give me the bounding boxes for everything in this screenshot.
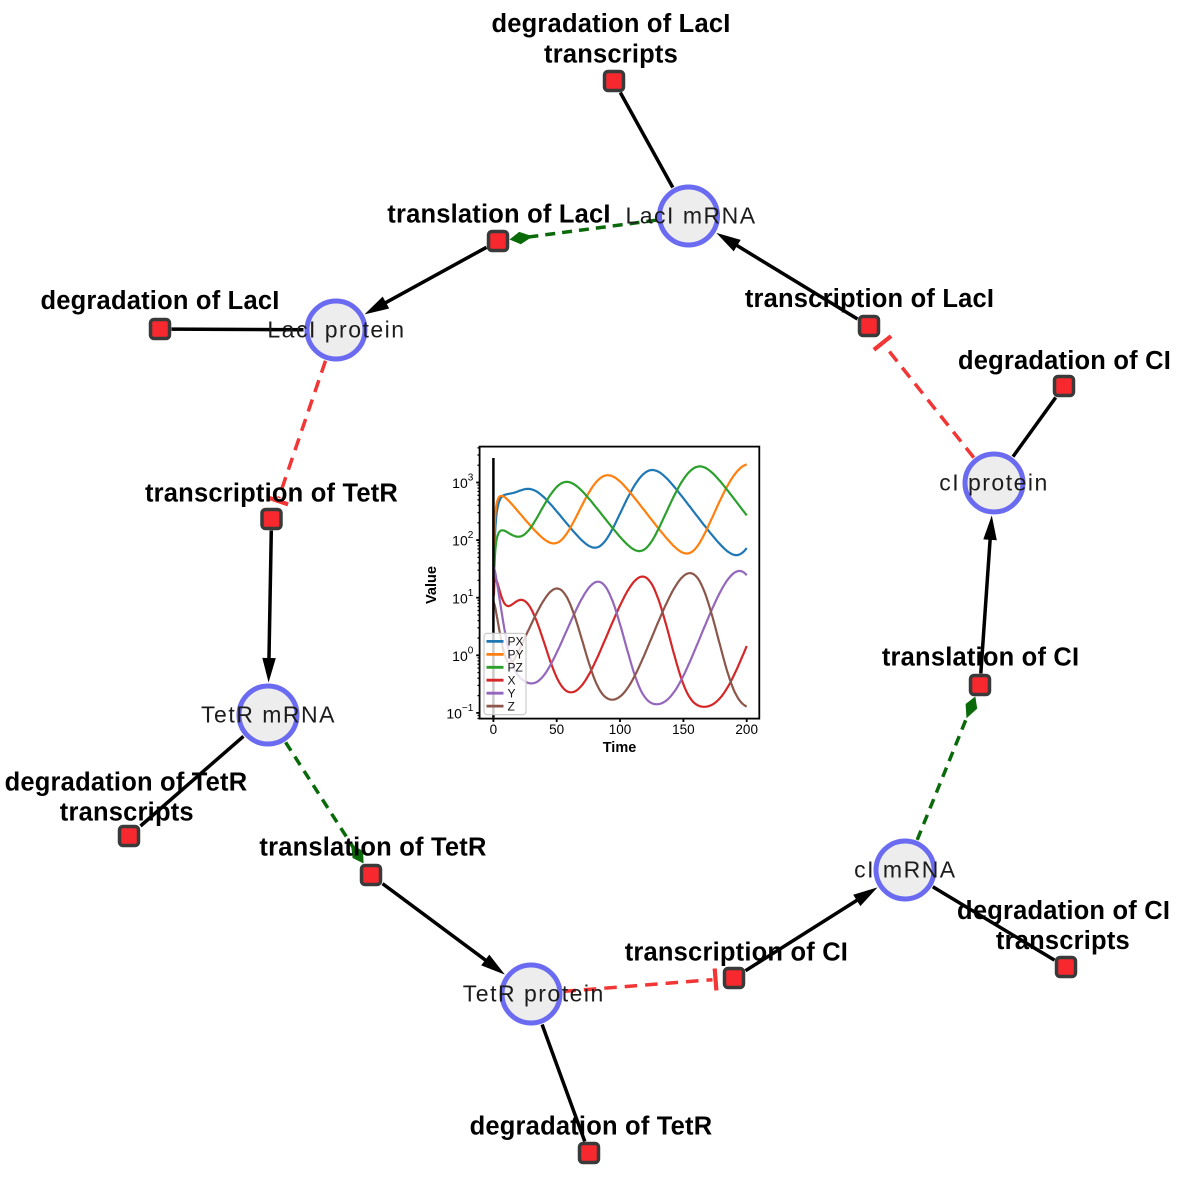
svg-text:150: 150	[672, 722, 695, 737]
svg-text:PY: PY	[508, 648, 524, 662]
svg-text:X: X	[508, 674, 516, 688]
svg-text:transcription of CI: transcription of CI	[625, 939, 848, 967]
svg-text:LacI protein: LacI protein	[267, 317, 405, 343]
svg-text:transcripts: transcripts	[996, 927, 1130, 955]
svg-text:translation of TetR: translation of TetR	[259, 834, 486, 862]
svg-text:degradation of LacI: degradation of LacI	[41, 287, 280, 315]
svg-text:50: 50	[549, 722, 564, 737]
svg-text:translation of CI: translation of CI	[882, 644, 1080, 672]
svg-text:degradation of LacI: degradation of LacI	[492, 10, 731, 38]
svg-text:translation of LacI: translation of LacI	[387, 201, 610, 229]
svg-text:degradation of CI: degradation of CI	[957, 897, 1170, 925]
svg-text:Y: Y	[508, 686, 516, 700]
svg-text:transcription of LacI: transcription of LacI	[745, 285, 994, 313]
svg-text:LacI mRNA: LacI mRNA	[625, 203, 756, 229]
svg-text:degradation of TetR: degradation of TetR	[5, 768, 248, 796]
svg-text:cI mRNA: cI mRNA	[854, 857, 957, 883]
svg-text:200: 200	[735, 722, 758, 737]
svg-text:100: 100	[609, 722, 632, 737]
svg-text:TetR mRNA: TetR mRNA	[201, 702, 336, 728]
svg-text:Z: Z	[508, 699, 515, 713]
svg-text:Time: Time	[603, 740, 637, 756]
svg-text:PZ: PZ	[508, 661, 523, 675]
svg-text:transcripts: transcripts	[60, 799, 194, 827]
svg-text:TetR protein: TetR protein	[463, 981, 605, 1007]
svg-text:transcripts: transcripts	[544, 40, 678, 68]
svg-text:degradation of TetR: degradation of TetR	[470, 1113, 713, 1141]
svg-text:transcription of TetR: transcription of TetR	[145, 480, 398, 508]
svg-text:cI protein: cI protein	[939, 470, 1049, 496]
svg-text:Value: Value	[424, 566, 440, 604]
svg-text:0: 0	[490, 722, 498, 737]
svg-text:degradation of CI: degradation of CI	[958, 347, 1171, 375]
svg-text:PX: PX	[508, 635, 524, 649]
